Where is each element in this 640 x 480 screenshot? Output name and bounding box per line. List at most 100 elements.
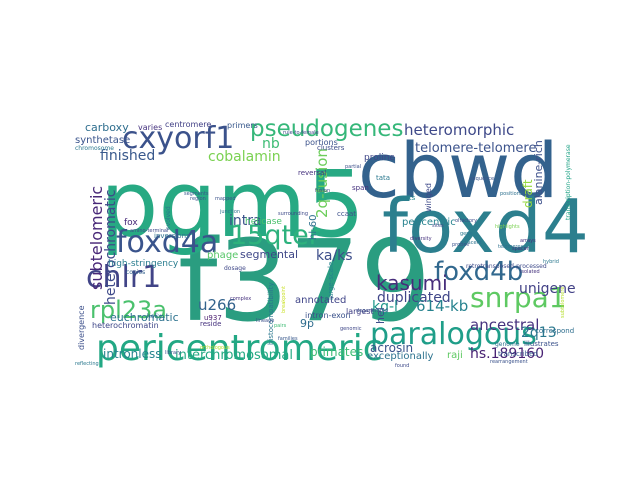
word-interchromosomal: interchromosomal (175, 348, 293, 363)
word-kg-l: kg-l (372, 299, 398, 315)
word-centromere: centromere (165, 120, 211, 129)
word-rearrangement: rearrangement (490, 359, 528, 365)
word-foxd4: foxd4 (382, 184, 589, 270)
word-reside: reside (200, 320, 221, 328)
word-winged: winged (424, 183, 433, 212)
word-mapped: mapped (215, 196, 236, 202)
word-telomere-telomere: telomere-telomere (415, 141, 536, 156)
word-diversity: diversity (410, 236, 432, 242)
word-foxd4b: foxd4b (434, 257, 523, 287)
word-clusters: clusters (317, 144, 345, 152)
word-segments: segments (184, 191, 209, 197)
word-alanine-rich: alanine-rich (532, 140, 545, 205)
word-spacer: spacer (512, 246, 530, 252)
word-copies: copies (126, 269, 145, 276)
word-foxd4a: foxd4a (116, 225, 218, 260)
word-arrays: arrays (520, 238, 536, 244)
word-tata: tata (376, 174, 390, 182)
word-fusion: fusion (315, 188, 330, 194)
word-sites: sites (432, 223, 444, 229)
word-kasumi: kasumi (376, 271, 448, 295)
word-draft: draft (521, 179, 535, 208)
word-gene: gene (460, 231, 473, 237)
word-cbwd: cbwd (358, 126, 558, 215)
word-sequence: sequence (470, 176, 494, 182)
word-hl-60: hl-60 (308, 215, 319, 240)
word-lineage: lineage (256, 318, 274, 324)
word-region: region (190, 196, 206, 202)
word-units: units (398, 194, 416, 202)
word-15qter: 15qter (230, 220, 321, 251)
word-positions: positions (500, 191, 523, 197)
word-rpl23a: rpl23a (90, 296, 167, 324)
word-found: found (395, 363, 409, 369)
word-adjacent: adjacent (460, 240, 482, 246)
word-finished: finished (100, 148, 155, 164)
word-isolated: isolated (520, 269, 540, 275)
word-complex: complex (230, 296, 251, 302)
word-highlights: highlights (495, 224, 520, 230)
word-retrotransposed-processed: retrotransposed-processed (466, 263, 547, 270)
word-helicase: helicase (245, 217, 282, 227)
word-probes: probes (452, 242, 469, 248)
word-pericentromeric: pericentromeric (96, 328, 383, 369)
word-largest: largest (346, 307, 374, 316)
word-reversal: reversal (298, 169, 326, 177)
word-genome: genome (495, 341, 520, 348)
word-primers: primers (227, 121, 258, 130)
word-proline: proline (364, 153, 395, 163)
word-614-kb: 614-kb (416, 297, 468, 315)
word-intron-exon: intron-exon (305, 311, 351, 320)
word-genomic: genomic (340, 326, 362, 332)
word-intronless: intronless (103, 347, 161, 361)
word-span: span (352, 184, 369, 192)
word-junction: junction (219, 209, 240, 215)
word-transcribed: transcribed (498, 350, 538, 358)
word-9p: 9p (300, 317, 314, 330)
word-histocompatibility: histocompatibility (267, 282, 275, 345)
word-duplicated: duplicated (377, 290, 451, 306)
word-portions: portions (305, 138, 338, 147)
word-subtelomeric: subtelomeric (87, 186, 106, 290)
word-chromosome: chromosome (75, 145, 114, 152)
word-pgm5: pgm5 (100, 151, 365, 258)
word-2q-fusion: 2q-fusion (313, 148, 331, 218)
word-ka-ks: ka/ks (316, 248, 353, 264)
word-cxyorf1: cxyorf1 (122, 121, 234, 156)
word-transcription-polymerase: transcription-polymerase (565, 144, 572, 220)
word-cobalamin: cobalamin (208, 149, 281, 165)
word-intra: intra (229, 213, 262, 229)
word-segmental: segmental (240, 248, 298, 261)
word-pairs: pairs (274, 323, 287, 329)
word-helix: helix (147, 313, 162, 320)
word-breakpoint: breakpoint (281, 286, 287, 313)
word-rule-to-female: rule-to-female (283, 130, 319, 136)
word-reflecting: reflecting (75, 361, 99, 367)
word-euchromatic: euchromatic (110, 311, 179, 324)
word-illustrates: illustrates (524, 340, 559, 348)
word-library: library (165, 350, 181, 356)
word-u266: u266 (198, 296, 236, 314)
word-hel: hel (374, 307, 387, 324)
word-carboxy: carboxy (85, 121, 129, 134)
word-heteromorphic: heteromorphic (404, 121, 514, 139)
word-amino-terminal: amino-terminal (130, 228, 168, 234)
word-acrosin: acrosin (370, 341, 413, 355)
word-correspond: correspond (535, 327, 574, 335)
word-heterochromatin: heterochromatin (92, 321, 159, 330)
word-pericentric: pericentric (402, 217, 456, 228)
word-annotated: annotated (295, 295, 346, 306)
word-phage: phage (207, 250, 238, 261)
word-fox: fox (124, 218, 138, 228)
word-exceptionally: exceptionally (367, 351, 434, 362)
word-olfactory: olfactory (455, 218, 477, 224)
word-heterochromatic: heterochromatic (103, 190, 119, 305)
word-ccaat: ccaat (337, 210, 356, 218)
word-paralogous: paralogous (370, 317, 537, 352)
word-surrounding: surrounding (278, 211, 308, 217)
word-f379: f379 (178, 217, 431, 347)
word-families: families (278, 336, 298, 342)
word-hybrid: hybrid (543, 259, 559, 265)
